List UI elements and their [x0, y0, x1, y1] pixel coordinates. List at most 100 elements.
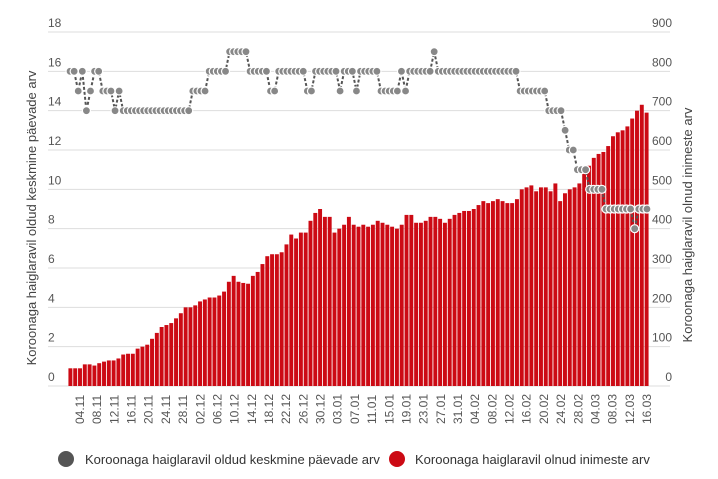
- right-tick-label: 800: [652, 55, 672, 69]
- bar: [591, 157, 596, 386]
- bar: [510, 203, 515, 386]
- bar: [73, 368, 78, 386]
- x-tick-label: 24.11: [159, 395, 173, 424]
- bar: [342, 224, 347, 386]
- bar: [313, 212, 318, 386]
- bar: [563, 193, 567, 386]
- bar: [615, 132, 620, 386]
- x-tick-label: 08.03: [606, 394, 620, 424]
- bar: [92, 365, 97, 386]
- bar: [514, 199, 519, 386]
- x-tick-label: 16.11: [125, 395, 139, 424]
- bar: [289, 234, 294, 386]
- bar: [620, 130, 625, 386]
- line-point: [200, 86, 210, 96]
- bar: [611, 136, 615, 386]
- bar: [457, 212, 462, 386]
- bar: [346, 216, 351, 386]
- bar: [327, 216, 332, 386]
- x-tick-label: 19.01: [399, 394, 413, 424]
- right-tick-label: 500: [652, 173, 672, 187]
- bar: [577, 183, 582, 386]
- x-tick-label: 12.11: [107, 395, 121, 424]
- line-point: [568, 145, 578, 155]
- bar: [188, 307, 193, 386]
- bar: [414, 222, 419, 386]
- bar: [481, 201, 486, 386]
- bar: [78, 368, 82, 386]
- bar: [169, 323, 174, 386]
- bar: [534, 191, 539, 386]
- bar: [298, 232, 303, 386]
- bar: [183, 307, 188, 386]
- bar: [270, 254, 275, 386]
- line-point: [351, 86, 362, 96]
- x-tick-label: 08.02: [485, 394, 499, 424]
- x-tick-label: 04.11: [73, 395, 87, 424]
- bar: [490, 201, 495, 386]
- line-point: [425, 66, 435, 76]
- bar: [236, 281, 241, 386]
- bar: [351, 224, 356, 386]
- right-tick-label: 300: [652, 252, 672, 266]
- bar: [145, 344, 150, 386]
- right-tick-label: 400: [652, 213, 672, 227]
- line-point: [85, 86, 96, 96]
- bar: [150, 338, 154, 386]
- left-tick-label: 16: [48, 55, 62, 69]
- bar: [322, 216, 327, 386]
- bar-series: [68, 104, 649, 387]
- left-tick-label: 8: [48, 213, 55, 227]
- bar: [250, 275, 255, 386]
- bar: [102, 361, 106, 386]
- x-tick-label: 22.12: [279, 394, 293, 424]
- bar: [217, 295, 222, 386]
- x-tick-label: 26.12: [296, 394, 310, 424]
- legend-label-line-series: Koroonaga haiglaravil oldud keskmine päe…: [85, 452, 380, 467]
- line-path: [70, 50, 647, 229]
- bar: [394, 228, 399, 386]
- x-tick-label: 07.01: [348, 394, 362, 424]
- x-tick-label: 12.02: [503, 394, 517, 424]
- line-point: [69, 66, 79, 76]
- bar: [159, 327, 164, 386]
- line-series: [65, 47, 652, 234]
- bar: [97, 363, 102, 386]
- line-point: [372, 66, 382, 76]
- bar: [212, 297, 217, 386]
- bar: [558, 201, 563, 386]
- x-tick-label: 03.01: [331, 394, 345, 424]
- x-tick-label: 14.12: [245, 394, 259, 424]
- axes: 0 0 2 100 4 200 6 300 8 400 10 500 12 600 14 700 16 800 18…: [48, 16, 672, 424]
- x-tick-label: 24.02: [554, 394, 568, 424]
- line-point: [429, 47, 439, 57]
- line-point: [400, 86, 411, 96]
- line-point: [331, 66, 341, 76]
- bar: [635, 110, 639, 387]
- bar: [198, 301, 203, 386]
- bar: [116, 358, 121, 386]
- bar: [222, 291, 227, 386]
- x-tick-label: 28.11: [176, 395, 190, 424]
- right-tick-label: 600: [652, 134, 672, 148]
- line-point: [335, 86, 345, 96]
- bar: [500, 201, 505, 386]
- bar: [370, 224, 375, 386]
- right-tick-label: 900: [652, 16, 672, 30]
- bar: [260, 264, 265, 386]
- bar: [140, 346, 145, 386]
- left-tick-label: 2: [48, 331, 55, 345]
- bar: [587, 165, 591, 386]
- bar: [121, 354, 126, 386]
- bar: [193, 305, 198, 386]
- legend-label-bar-series: Koroonaga haiglaravil olnud inimeste arv: [415, 452, 650, 467]
- bar: [87, 364, 92, 386]
- x-tick-label: 16.02: [520, 394, 534, 424]
- bar: [337, 228, 342, 386]
- bar: [68, 368, 73, 386]
- line-point: [306, 86, 317, 96]
- line-point: [110, 106, 120, 116]
- bar: [442, 222, 447, 386]
- line-point: [73, 86, 83, 96]
